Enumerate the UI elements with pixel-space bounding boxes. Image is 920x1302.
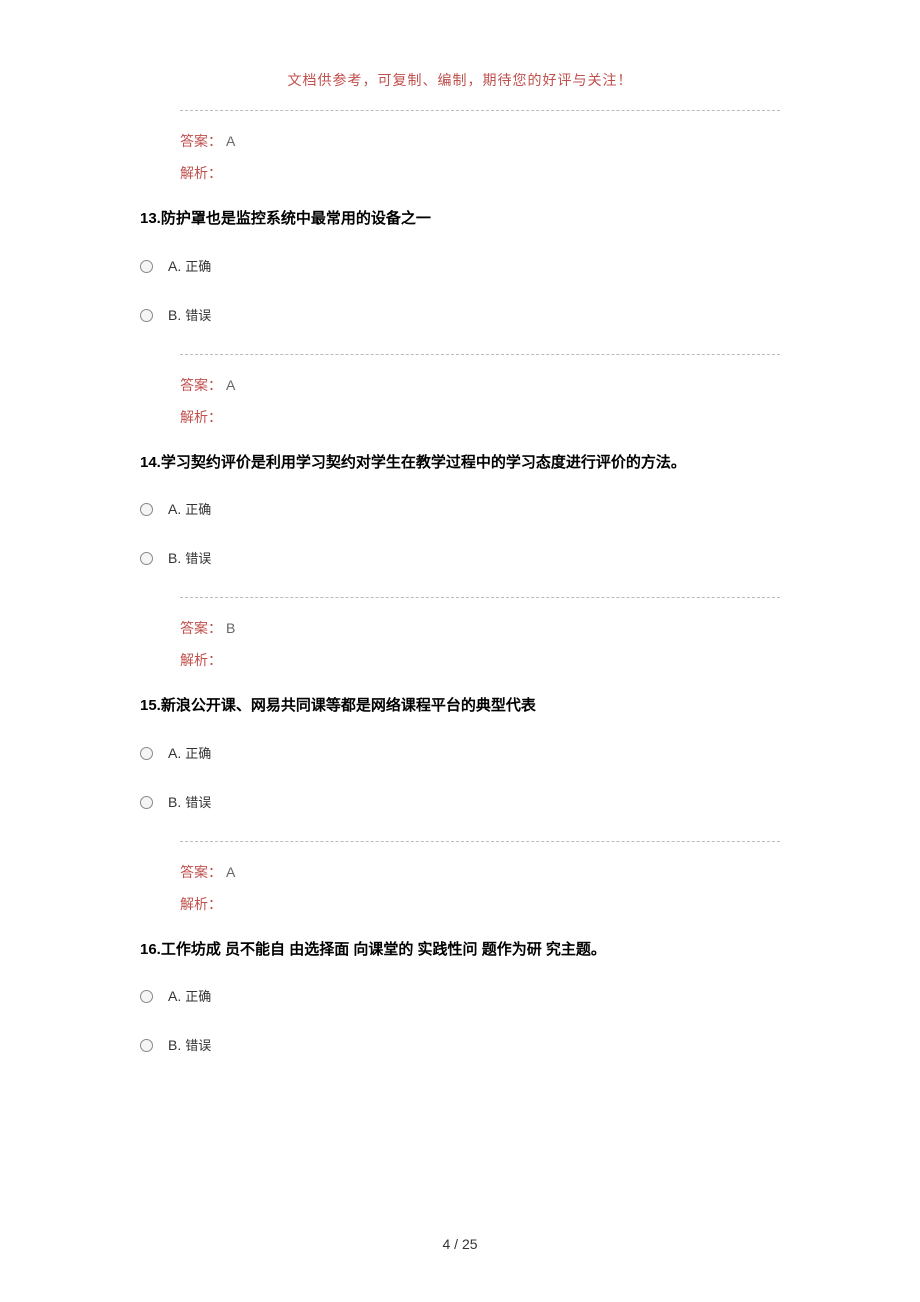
option-text: 正确: [185, 256, 211, 275]
answer-block-q15: 答案：A 解析：: [180, 841, 780, 914]
answer-label: 答案：: [180, 133, 222, 149]
option-text: 正确: [185, 743, 211, 762]
answer-label: 答案：: [180, 620, 222, 636]
option-row-13b: B. 错误: [140, 305, 780, 324]
radio-icon[interactable]: [140, 503, 153, 516]
page-number: 4 / 25: [0, 1236, 920, 1252]
answer-line: 答案：A: [180, 375, 780, 395]
option-label-13a: A. 正确: [168, 256, 211, 275]
answer-block-q14: 答案：B 解析：: [180, 597, 780, 670]
radio-icon[interactable]: [140, 260, 153, 273]
question-number-16: 16.: [140, 941, 161, 958]
question-15: 15.新浪公开课、网易共同课等都是网络课程平台的典型代表: [140, 695, 780, 718]
answer-block-q13: 答案：A 解析：: [180, 354, 780, 427]
option-text: 错误: [185, 1035, 211, 1054]
question-text-14: 学习契约评价是利用学习契约对学生在教学过程中的学习态度进行评价的方法。: [161, 454, 686, 471]
option-row-14a: A. 正确: [140, 499, 780, 518]
option-text: 错误: [185, 305, 211, 324]
option-letter: B.: [168, 794, 181, 810]
option-label-15a: A. 正确: [168, 743, 211, 762]
answer-value-q15: A: [226, 864, 235, 880]
question-text-15: 新浪公开课、网易共同课等都是网络课程平台的典型代表: [161, 697, 536, 714]
option-letter: A.: [168, 745, 181, 761]
option-label-14b: B. 错误: [168, 548, 211, 567]
radio-icon[interactable]: [140, 552, 153, 565]
question-number-14: 14.: [140, 454, 161, 471]
option-row-15b: B. 错误: [140, 792, 780, 811]
radio-icon[interactable]: [140, 747, 153, 760]
answer-label: 答案：: [180, 864, 222, 880]
answer-line: 答案：A: [180, 862, 780, 882]
question-text-13: 防护罩也是监控系统中最常用的设备之一: [161, 210, 431, 227]
option-letter: B.: [168, 1037, 181, 1053]
analysis-label: 解析：: [180, 407, 780, 427]
answer-line: 答案：A: [180, 131, 780, 151]
answer-block-q12: 答案：A 解析：: [180, 110, 780, 183]
option-letter: A.: [168, 988, 181, 1004]
question-number-15: 15.: [140, 697, 161, 714]
option-letter: A.: [168, 258, 181, 274]
question-number-13: 13.: [140, 210, 161, 227]
option-label-15b: B. 错误: [168, 792, 211, 811]
question-13: 13.防护罩也是监控系统中最常用的设备之一: [140, 208, 780, 231]
question-16: 16.工作坊成 员不能自 由选择面 向课堂的 实践性问 题作为研 究主题。: [140, 939, 780, 962]
option-row-13a: A. 正确: [140, 256, 780, 275]
option-label-16b: B. 错误: [168, 1035, 211, 1054]
radio-icon[interactable]: [140, 990, 153, 1003]
answer-line: 答案：B: [180, 618, 780, 638]
option-text: 正确: [185, 499, 211, 518]
option-letter: B.: [168, 307, 181, 323]
option-text: 错误: [185, 548, 211, 567]
radio-icon[interactable]: [140, 309, 153, 322]
analysis-label: 解析：: [180, 650, 780, 670]
radio-icon[interactable]: [140, 1039, 153, 1052]
question-14: 14.学习契约评价是利用学习契约对学生在教学过程中的学习态度进行评价的方法。: [140, 452, 780, 475]
answer-label: 答案：: [180, 377, 222, 393]
answer-value-q14: B: [226, 620, 235, 636]
analysis-label: 解析：: [180, 894, 780, 914]
option-row-16b: B. 错误: [140, 1035, 780, 1054]
option-row-14b: B. 错误: [140, 548, 780, 567]
answer-value-q12: A: [226, 133, 235, 149]
option-text: 错误: [185, 792, 211, 811]
question-text-16: 工作坊成 员不能自 由选择面 向课堂的 实践性问 题作为研 究主题。: [161, 941, 606, 958]
option-letter: A.: [168, 501, 181, 517]
option-row-16a: A. 正确: [140, 986, 780, 1005]
header-note: 文档供参考，可复制、编制，期待您的好评与关注！: [140, 70, 780, 90]
option-row-15a: A. 正确: [140, 743, 780, 762]
option-label-16a: A. 正确: [168, 986, 211, 1005]
answer-value-q13: A: [226, 377, 235, 393]
option-letter: B.: [168, 550, 181, 566]
analysis-label: 解析：: [180, 163, 780, 183]
option-text: 正确: [185, 986, 211, 1005]
radio-icon[interactable]: [140, 796, 153, 809]
page-container: 文档供参考，可复制、编制，期待您的好评与关注！ 答案：A 解析： 13.防护罩也…: [0, 0, 920, 1302]
option-label-13b: B. 错误: [168, 305, 211, 324]
option-label-14a: A. 正确: [168, 499, 211, 518]
